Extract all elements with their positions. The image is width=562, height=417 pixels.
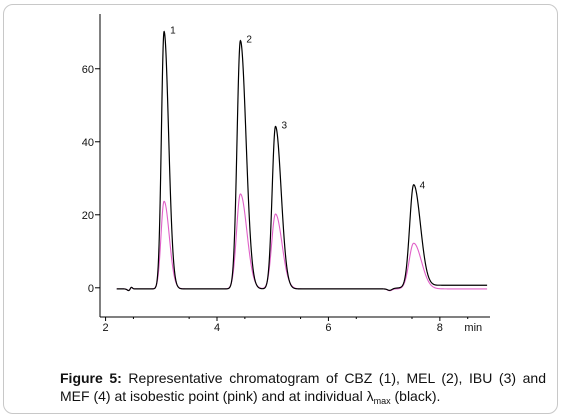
caption-lambda: λ	[366, 388, 374, 404]
labels: 0 20 40 60 2 4 6 8 min 1 2 3 4	[82, 25, 482, 334]
traces	[116, 30, 488, 292]
figure-caption: Figure 5: Representative chromatogram of…	[60, 369, 546, 406]
y-tick-label: 40	[82, 137, 94, 149]
caption-label: Figure 5:	[60, 370, 122, 386]
figure-frame	[3, 4, 558, 414]
axes	[95, 14, 490, 321]
caption-text: Representative chromatogram of CBZ (1), …	[60, 370, 546, 404]
caption-subscript: max	[373, 396, 391, 406]
peak-label-1: 1	[170, 25, 176, 36]
x-tick-label: 2	[103, 322, 109, 334]
y-tick-label: 20	[82, 210, 94, 222]
peak-label-3: 3	[282, 120, 288, 131]
peak-label-2: 2	[246, 35, 252, 46]
y-tick-label: 0	[88, 283, 94, 295]
x-unit-label: min	[464, 322, 482, 334]
peak-label-4: 4	[420, 181, 426, 192]
caption-text-end: (black).	[390, 388, 441, 404]
x-tick-label: 4	[214, 322, 220, 334]
series-black-line	[116, 30, 488, 292]
x-tick-label: 6	[325, 322, 331, 334]
y-tick-label: 60	[82, 64, 94, 76]
x-tick-label: 8	[437, 322, 443, 334]
